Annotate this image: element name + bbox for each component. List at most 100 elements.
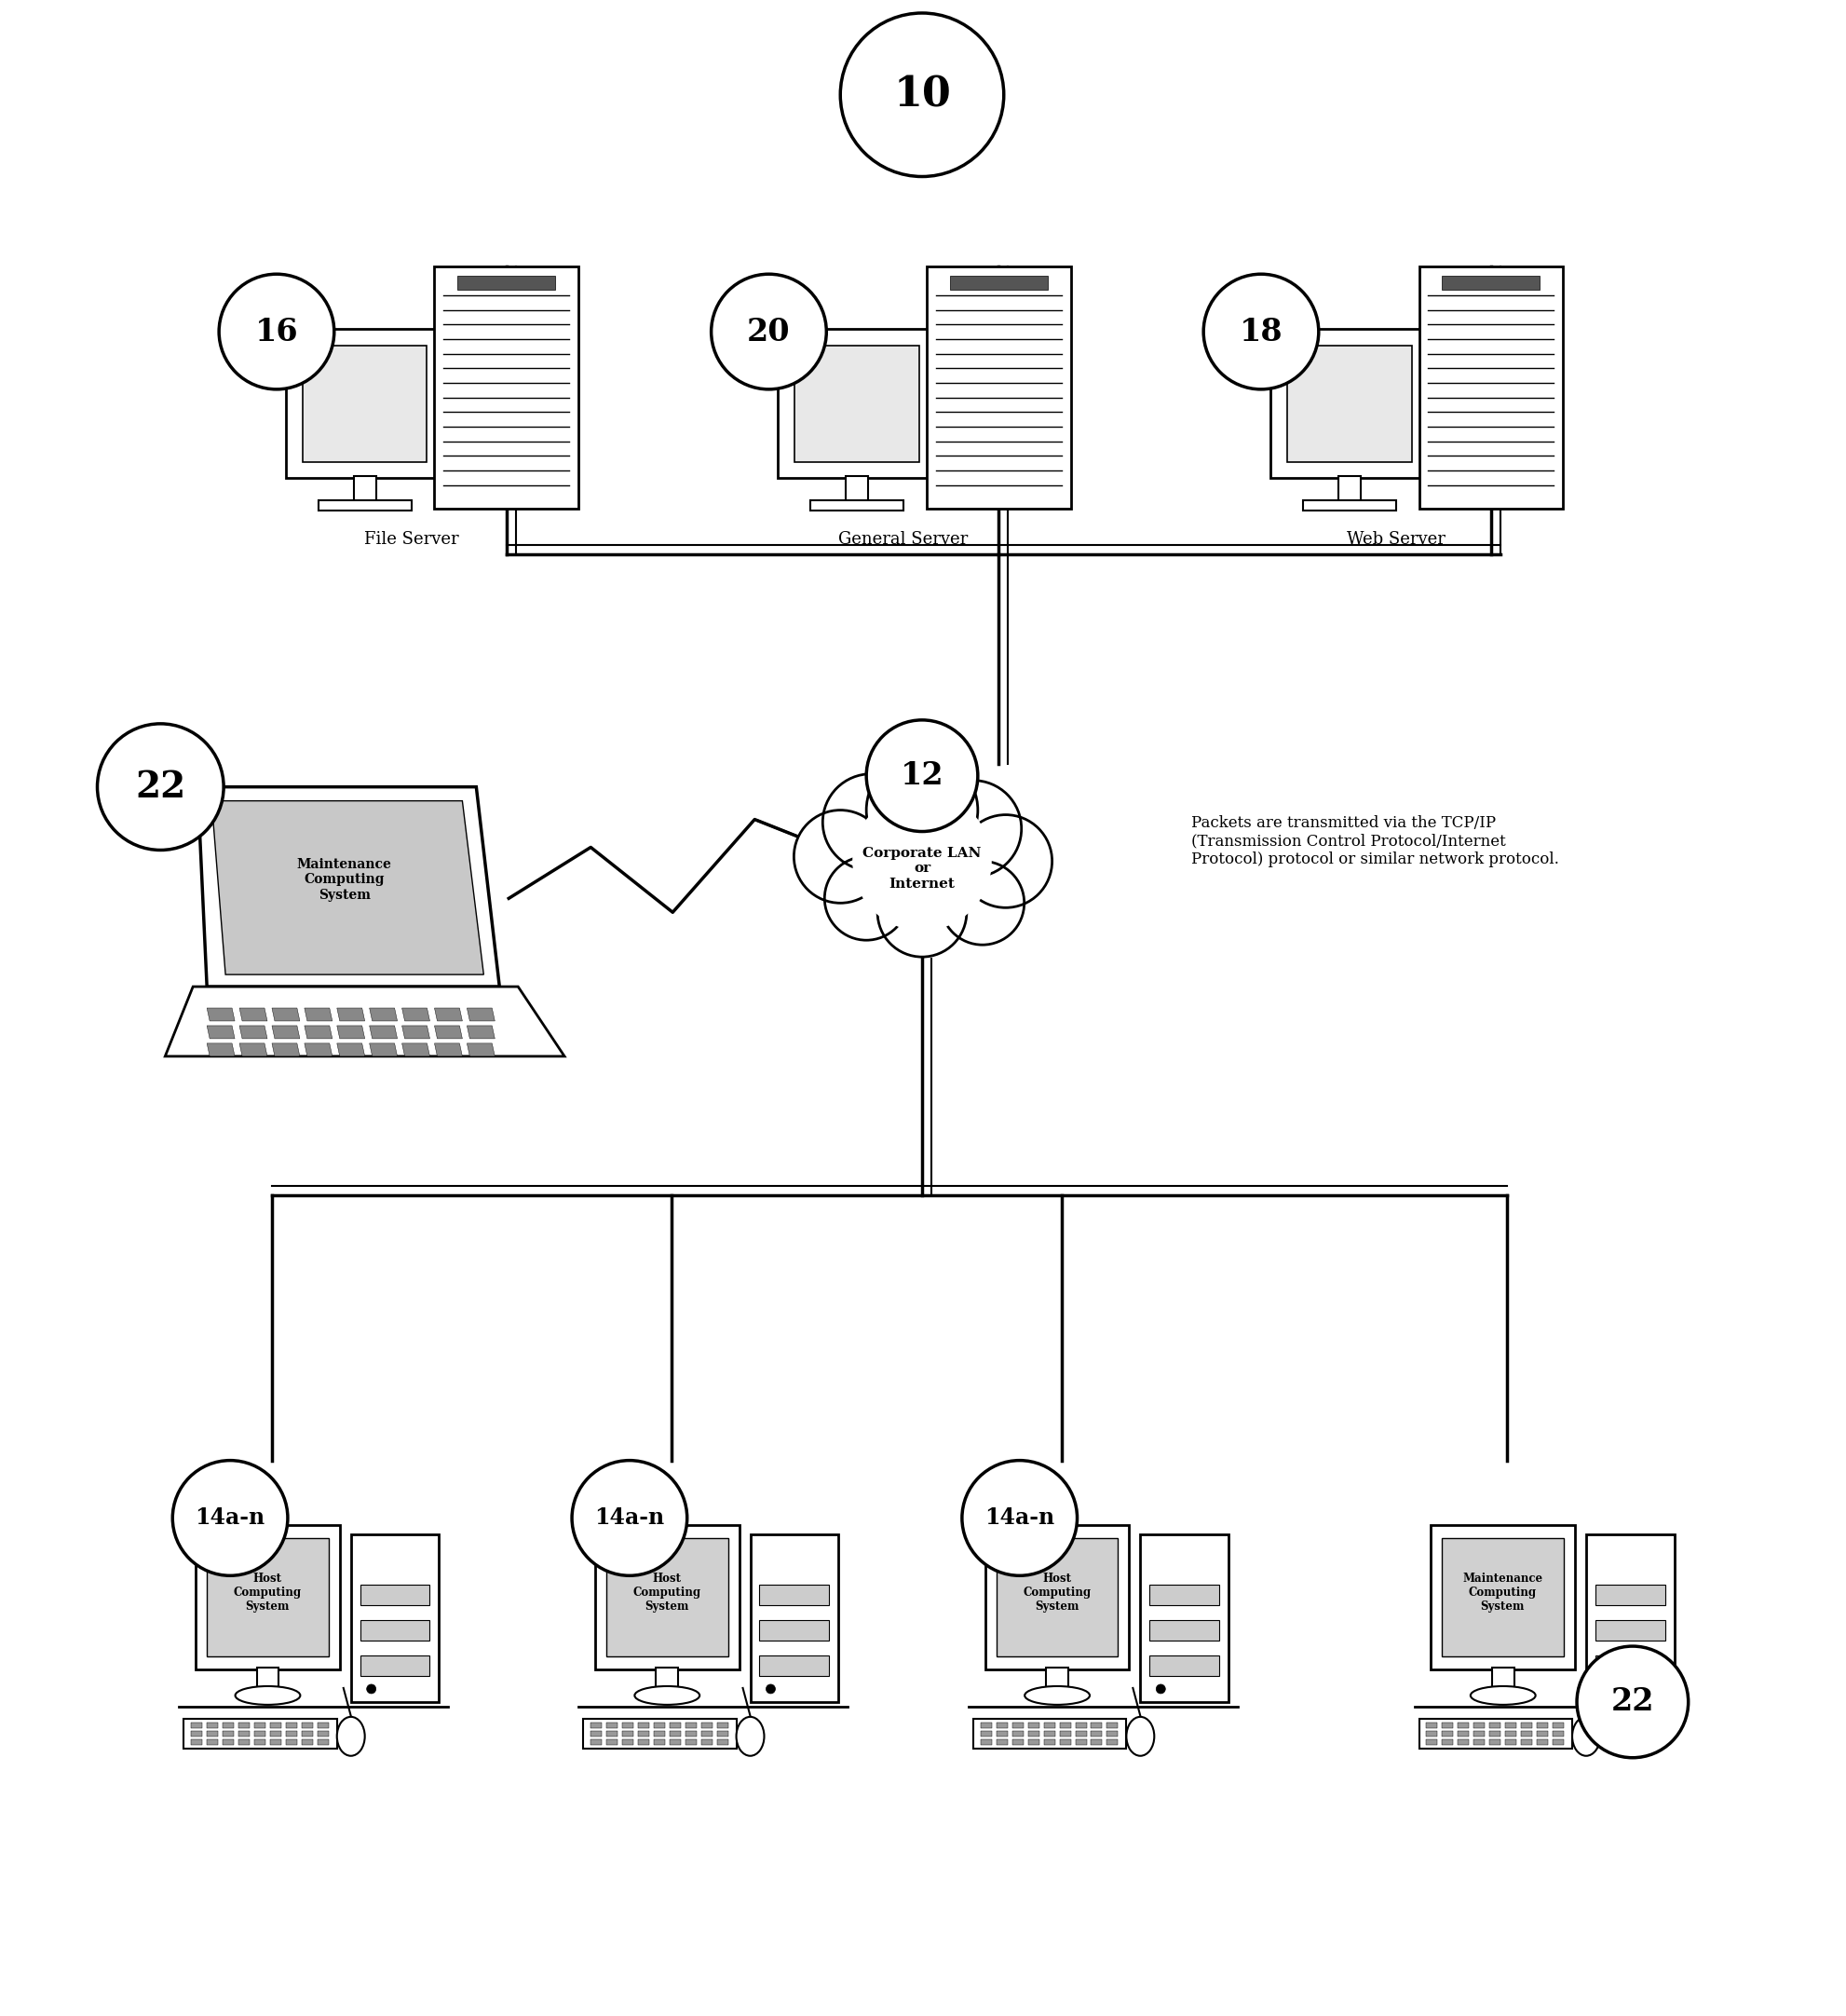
- Circle shape: [940, 861, 1025, 946]
- FancyBboxPatch shape: [190, 1722, 203, 1728]
- FancyBboxPatch shape: [286, 1722, 297, 1728]
- FancyBboxPatch shape: [238, 1732, 249, 1736]
- FancyBboxPatch shape: [1442, 276, 1540, 290]
- FancyBboxPatch shape: [1028, 1732, 1039, 1736]
- FancyBboxPatch shape: [1552, 1740, 1564, 1744]
- FancyBboxPatch shape: [1521, 1740, 1532, 1744]
- FancyBboxPatch shape: [1148, 1621, 1218, 1641]
- FancyBboxPatch shape: [270, 1722, 281, 1728]
- Polygon shape: [434, 1008, 462, 1020]
- Polygon shape: [336, 1008, 366, 1020]
- FancyBboxPatch shape: [685, 1740, 696, 1744]
- FancyBboxPatch shape: [973, 1720, 1126, 1748]
- Polygon shape: [402, 1044, 430, 1056]
- FancyBboxPatch shape: [238, 1722, 249, 1728]
- FancyBboxPatch shape: [605, 1740, 617, 1744]
- FancyBboxPatch shape: [1106, 1740, 1117, 1744]
- FancyBboxPatch shape: [605, 1732, 617, 1736]
- FancyBboxPatch shape: [995, 1722, 1008, 1728]
- FancyBboxPatch shape: [1074, 1740, 1085, 1744]
- FancyBboxPatch shape: [1106, 1722, 1117, 1728]
- FancyBboxPatch shape: [845, 476, 868, 502]
- FancyBboxPatch shape: [810, 500, 903, 510]
- FancyBboxPatch shape: [270, 1740, 281, 1744]
- FancyBboxPatch shape: [759, 1585, 829, 1605]
- FancyBboxPatch shape: [1091, 1732, 1102, 1736]
- FancyBboxPatch shape: [1043, 1740, 1054, 1744]
- FancyBboxPatch shape: [1456, 1740, 1468, 1744]
- FancyBboxPatch shape: [1338, 476, 1361, 502]
- FancyBboxPatch shape: [223, 1740, 234, 1744]
- Text: Host
Computing
System: Host Computing System: [233, 1572, 301, 1613]
- FancyBboxPatch shape: [995, 1740, 1008, 1744]
- Text: 12: 12: [899, 760, 943, 790]
- FancyBboxPatch shape: [1074, 1732, 1085, 1736]
- Polygon shape: [271, 1026, 299, 1038]
- FancyBboxPatch shape: [207, 1538, 329, 1657]
- FancyBboxPatch shape: [749, 1534, 838, 1702]
- FancyBboxPatch shape: [270, 1732, 281, 1736]
- FancyBboxPatch shape: [980, 1722, 991, 1728]
- FancyBboxPatch shape: [794, 345, 919, 462]
- FancyBboxPatch shape: [257, 1667, 279, 1689]
- Circle shape: [823, 857, 908, 939]
- Circle shape: [840, 12, 1002, 177]
- Text: Packets are transmitted via the TCP/IP
(Transmission Control Protocol/Internet
P: Packets are transmitted via the TCP/IP (…: [1191, 814, 1558, 867]
- Text: 18: 18: [1239, 317, 1283, 347]
- FancyBboxPatch shape: [1595, 1585, 1665, 1605]
- FancyBboxPatch shape: [1418, 1720, 1571, 1748]
- FancyBboxPatch shape: [594, 1526, 738, 1669]
- FancyBboxPatch shape: [591, 1740, 602, 1744]
- FancyBboxPatch shape: [685, 1722, 696, 1728]
- FancyBboxPatch shape: [1536, 1732, 1547, 1736]
- FancyBboxPatch shape: [1425, 1732, 1436, 1736]
- FancyBboxPatch shape: [1536, 1722, 1547, 1728]
- FancyBboxPatch shape: [1148, 1585, 1218, 1605]
- Polygon shape: [434, 1044, 462, 1056]
- FancyBboxPatch shape: [622, 1722, 633, 1728]
- FancyBboxPatch shape: [318, 1740, 329, 1744]
- Ellipse shape: [1126, 1718, 1154, 1756]
- FancyBboxPatch shape: [360, 1655, 430, 1675]
- FancyBboxPatch shape: [653, 1732, 665, 1736]
- Circle shape: [925, 780, 1021, 877]
- Text: Maintenance
Computing
System: Maintenance Computing System: [1462, 1572, 1541, 1613]
- FancyBboxPatch shape: [360, 1621, 430, 1641]
- Polygon shape: [212, 800, 484, 974]
- FancyBboxPatch shape: [1442, 1732, 1453, 1736]
- FancyBboxPatch shape: [183, 1720, 336, 1748]
- Ellipse shape: [635, 1685, 700, 1706]
- Polygon shape: [467, 1008, 495, 1020]
- FancyBboxPatch shape: [1431, 1526, 1575, 1669]
- FancyBboxPatch shape: [207, 1740, 218, 1744]
- Ellipse shape: [234, 1685, 301, 1706]
- Circle shape: [853, 792, 991, 931]
- FancyBboxPatch shape: [318, 500, 412, 510]
- FancyBboxPatch shape: [1442, 1538, 1564, 1657]
- Polygon shape: [336, 1044, 366, 1056]
- Polygon shape: [369, 1044, 397, 1056]
- FancyBboxPatch shape: [458, 276, 556, 290]
- FancyBboxPatch shape: [1012, 1740, 1023, 1744]
- Circle shape: [1600, 1683, 1610, 1693]
- Circle shape: [962, 1460, 1076, 1577]
- FancyBboxPatch shape: [984, 1526, 1128, 1669]
- FancyBboxPatch shape: [1139, 1534, 1228, 1702]
- FancyBboxPatch shape: [622, 1740, 633, 1744]
- FancyBboxPatch shape: [701, 1722, 713, 1728]
- FancyBboxPatch shape: [286, 329, 443, 478]
- FancyBboxPatch shape: [995, 1732, 1008, 1736]
- Polygon shape: [207, 1044, 234, 1056]
- Polygon shape: [271, 1044, 299, 1056]
- Ellipse shape: [1025, 1685, 1089, 1706]
- FancyBboxPatch shape: [1270, 329, 1427, 478]
- FancyBboxPatch shape: [1012, 1722, 1023, 1728]
- Circle shape: [766, 1683, 775, 1693]
- FancyBboxPatch shape: [1043, 1722, 1054, 1728]
- Polygon shape: [240, 1008, 268, 1020]
- FancyBboxPatch shape: [1060, 1740, 1071, 1744]
- FancyBboxPatch shape: [1521, 1722, 1532, 1728]
- FancyBboxPatch shape: [223, 1722, 234, 1728]
- Text: Host
Computing
System: Host Computing System: [1023, 1572, 1091, 1613]
- Circle shape: [572, 1460, 687, 1577]
